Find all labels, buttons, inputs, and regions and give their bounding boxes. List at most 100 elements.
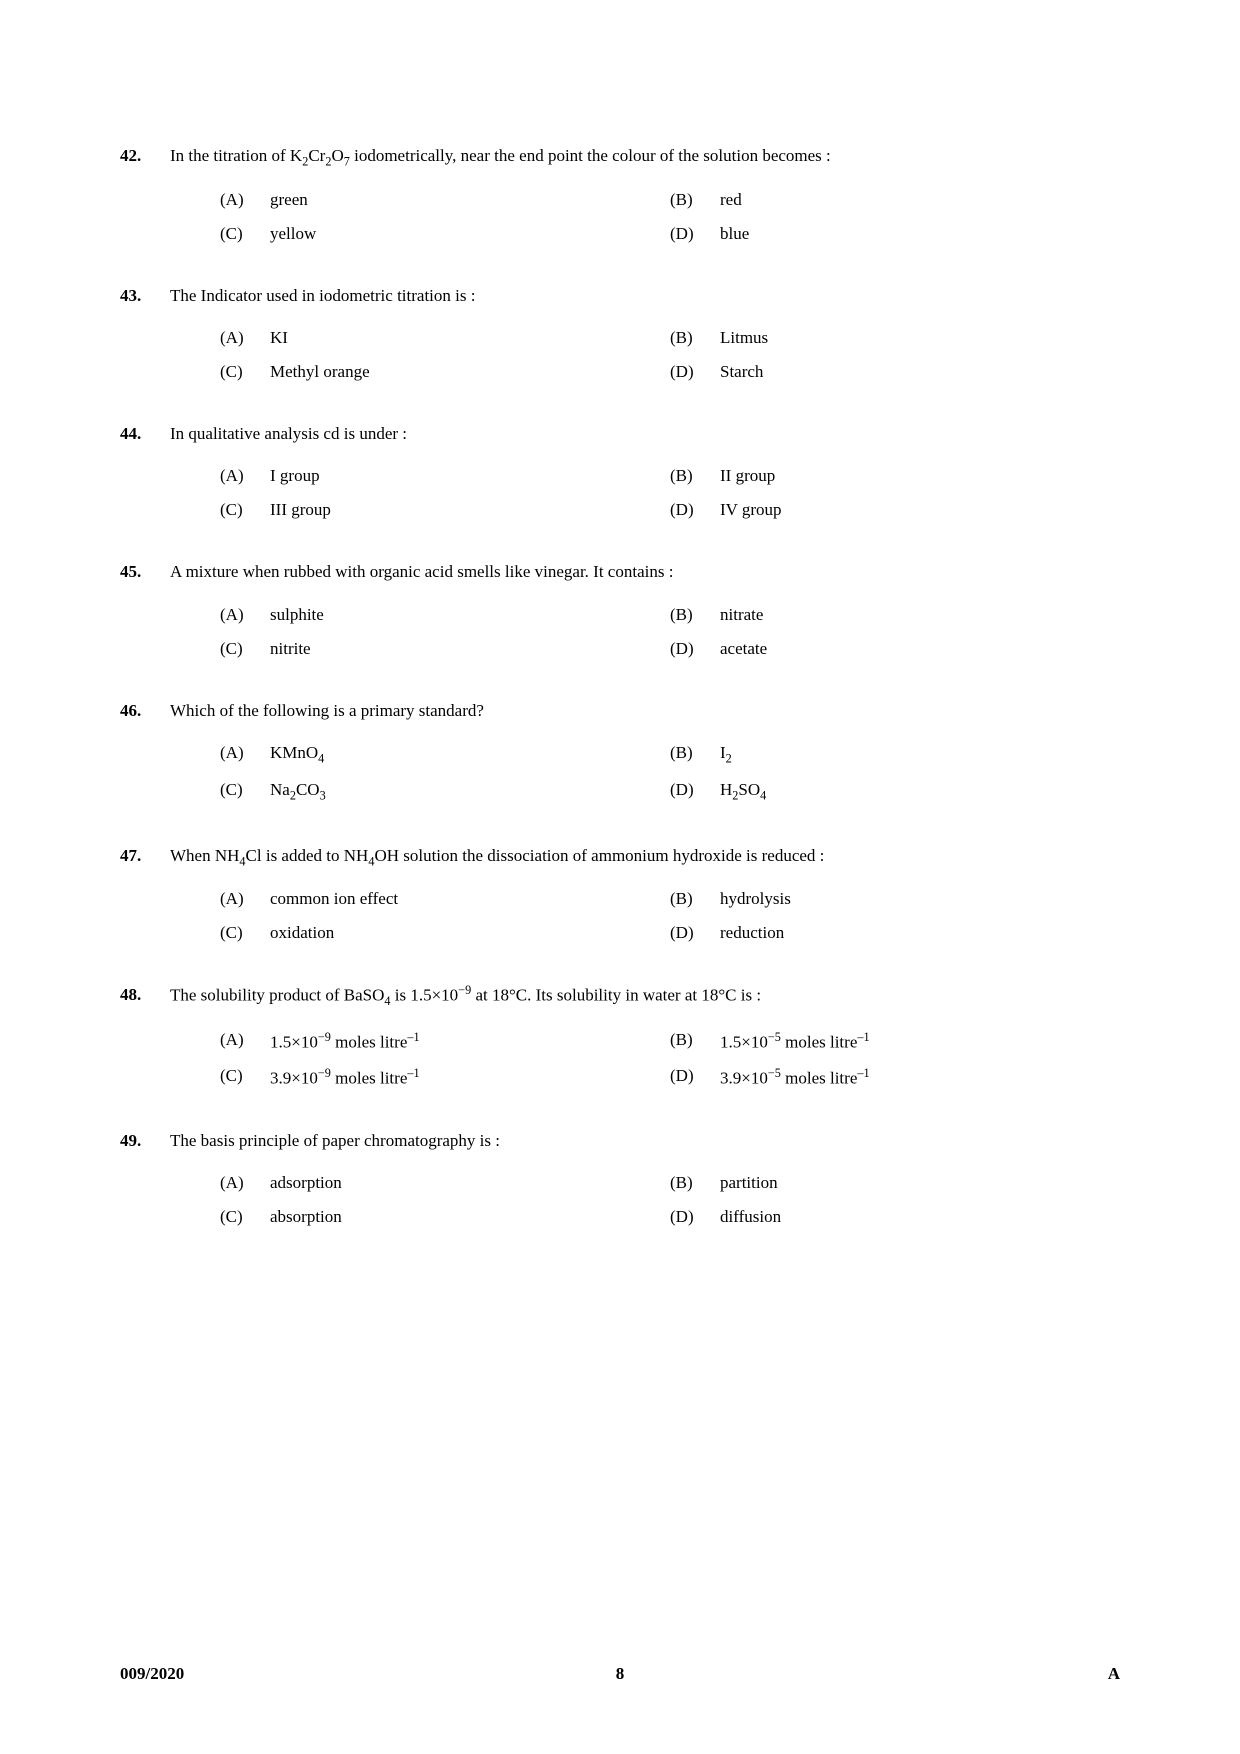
question-number: 45.: [120, 556, 170, 588]
option-label: (C): [220, 362, 270, 382]
option-row: (A) green (B) red: [220, 190, 1120, 210]
question-text: In qualitative analysis cd is under :: [170, 418, 1120, 450]
question-number: 42.: [120, 140, 170, 174]
option-row: (C) 3.9×10−9 moles litre–1 (D) 3.9×10−5 …: [220, 1066, 1120, 1089]
question-stem: 43. The Indicator used in iodometric tit…: [120, 280, 1120, 312]
option-row: (C) nitrite (D) acetate: [220, 639, 1120, 659]
option-label: (B): [670, 466, 720, 486]
option-text: I group: [270, 466, 320, 486]
footer-left: 009/2020: [120, 1664, 184, 1684]
options: (A) KMnO4 (B) I2 (C) Na2CO3 (D) H2SO4: [120, 743, 1120, 804]
option-d: (D) reduction: [670, 923, 1120, 943]
option-row: (A) KI (B) Litmus: [220, 328, 1120, 348]
option-c: (C) III group: [220, 500, 670, 520]
option-b: (B) red: [670, 190, 1120, 210]
option-row: (C) Methyl orange (D) Starch: [220, 362, 1120, 382]
option-d: (D) IV group: [670, 500, 1120, 520]
option-label: (B): [670, 889, 720, 909]
question-number: 47.: [120, 840, 170, 874]
option-a: (A) KMnO4: [220, 743, 670, 766]
option-d: (D) Starch: [670, 362, 1120, 382]
option-label: (A): [220, 466, 270, 486]
option-text: 1.5×10−9 moles litre–1: [270, 1030, 420, 1053]
option-c: (C) absorption: [220, 1207, 670, 1227]
option-a: (A) KI: [220, 328, 670, 348]
options: (A) green (B) red (C) yellow (D) blue: [120, 190, 1120, 244]
option-text: III group: [270, 500, 331, 520]
question-stem: 42. In the titration of K2Cr2O7 iodometr…: [120, 140, 1120, 174]
question-43: 43. The Indicator used in iodometric tit…: [120, 280, 1120, 382]
option-text: reduction: [720, 923, 784, 943]
options: (A) sulphite (B) nitrate (C) nitrite (D)…: [120, 605, 1120, 659]
option-text: Methyl orange: [270, 362, 370, 382]
question-number: 49.: [120, 1125, 170, 1157]
question-47: 47. When NH4Cl is added to NH4OH solutio…: [120, 840, 1120, 944]
option-text: nitrite: [270, 639, 311, 659]
option-label: (C): [220, 1207, 270, 1227]
question-stem: 48. The solubility product of BaSO4 is 1…: [120, 979, 1120, 1013]
option-a: (A) adsorption: [220, 1173, 670, 1193]
option-row: (C) absorption (D) diffusion: [220, 1207, 1120, 1227]
option-label: (D): [670, 1207, 720, 1227]
option-row: (A) I group (B) II group: [220, 466, 1120, 486]
option-label: (D): [670, 224, 720, 244]
option-label: (C): [220, 780, 270, 803]
option-c: (C) 3.9×10−9 moles litre–1: [220, 1066, 670, 1089]
option-c: (C) Na2CO3: [220, 780, 670, 803]
option-b: (B) nitrate: [670, 605, 1120, 625]
option-c: (C) Methyl orange: [220, 362, 670, 382]
footer-page-number: 8: [616, 1664, 625, 1684]
option-text: II group: [720, 466, 775, 486]
option-text: blue: [720, 224, 749, 244]
question-text: The solubility product of BaSO4 is 1.5×1…: [170, 979, 1120, 1013]
option-b: (B) hydrolysis: [670, 889, 1120, 909]
option-label: (B): [670, 328, 720, 348]
question-number: 43.: [120, 280, 170, 312]
option-b: (B) I2: [670, 743, 1120, 766]
question-stem: 47. When NH4Cl is added to NH4OH solutio…: [120, 840, 1120, 874]
option-label: (C): [220, 923, 270, 943]
question-stem: 45. A mixture when rubbed with organic a…: [120, 556, 1120, 588]
question-text: The basis principle of paper chromatogra…: [170, 1125, 1120, 1157]
option-label: (B): [670, 1173, 720, 1193]
option-text: common ion effect: [270, 889, 398, 909]
option-label: (D): [670, 780, 720, 803]
option-a: (A) common ion effect: [220, 889, 670, 909]
question-stem: 46. Which of the following is a primary …: [120, 695, 1120, 727]
options: (A) I group (B) II group (C) III group (…: [120, 466, 1120, 520]
question-48: 48. The solubility product of BaSO4 is 1…: [120, 979, 1120, 1089]
option-label: (C): [220, 639, 270, 659]
options: (A) 1.5×10−9 moles litre–1 (B) 1.5×10−5 …: [120, 1030, 1120, 1089]
option-row: (A) 1.5×10−9 moles litre–1 (B) 1.5×10−5 …: [220, 1030, 1120, 1053]
option-c: (C) nitrite: [220, 639, 670, 659]
option-text: sulphite: [270, 605, 324, 625]
option-text: KI: [270, 328, 288, 348]
question-stem: 49. The basis principle of paper chromat…: [120, 1125, 1120, 1157]
question-text: A mixture when rubbed with organic acid …: [170, 556, 1120, 588]
option-label: (A): [220, 743, 270, 766]
question-text: The Indicator used in iodometric titrati…: [170, 280, 1120, 312]
footer-right: A: [1108, 1664, 1120, 1684]
option-label: (A): [220, 328, 270, 348]
question-text: When NH4Cl is added to NH4OH solution th…: [170, 840, 1120, 874]
option-b: (B) II group: [670, 466, 1120, 486]
question-49: 49. The basis principle of paper chromat…: [120, 1125, 1120, 1227]
option-text: yellow: [270, 224, 316, 244]
option-text: adsorption: [270, 1173, 342, 1193]
option-row: (C) yellow (D) blue: [220, 224, 1120, 244]
option-a: (A) I group: [220, 466, 670, 486]
option-text: acetate: [720, 639, 767, 659]
option-text: 3.9×10−5 moles litre–1: [720, 1066, 870, 1089]
option-b: (B) Litmus: [670, 328, 1120, 348]
option-text: 1.5×10−5 moles litre–1: [720, 1030, 870, 1053]
option-label: (D): [670, 639, 720, 659]
option-b: (B) 1.5×10−5 moles litre–1: [670, 1030, 1120, 1053]
option-d: (D) diffusion: [670, 1207, 1120, 1227]
question-text: In the titration of K2Cr2O7 iodometrical…: [170, 140, 1120, 174]
option-label: (B): [670, 190, 720, 210]
question-number: 46.: [120, 695, 170, 727]
option-label: (A): [220, 1030, 270, 1053]
options: (A) common ion effect (B) hydrolysis (C)…: [120, 889, 1120, 943]
option-label: (D): [670, 500, 720, 520]
option-a: (A) sulphite: [220, 605, 670, 625]
